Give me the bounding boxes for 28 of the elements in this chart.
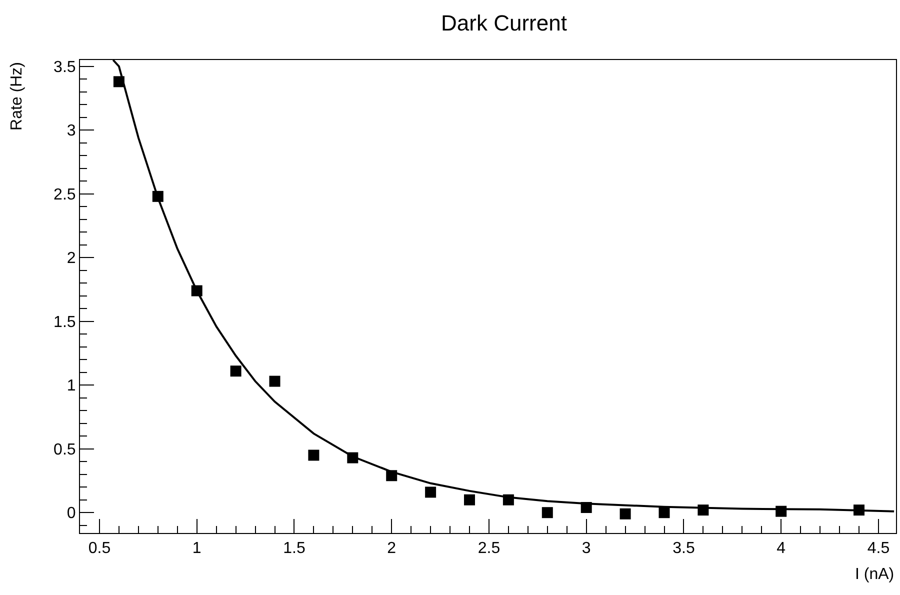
x-tick-label: 3 xyxy=(582,540,591,558)
y-tick-label: 3.5 xyxy=(54,58,76,76)
x-tick-label: 4 xyxy=(776,540,786,558)
x-tick-label: 0.5 xyxy=(88,540,111,558)
x-tick-label: 2.5 xyxy=(478,540,500,558)
point xyxy=(464,494,475,506)
y-tick-label: 3 xyxy=(66,122,76,140)
y-tick-label: 0.5 xyxy=(54,441,76,458)
point xyxy=(542,507,553,518)
point xyxy=(308,450,320,461)
y-tick-label: 2 xyxy=(66,250,76,268)
x-tick-label: 1.5 xyxy=(283,540,306,558)
point xyxy=(658,507,670,518)
point xyxy=(620,508,631,520)
x-tick-label: 1 xyxy=(192,540,202,558)
x-tick-label: 2 xyxy=(387,540,396,558)
x-tick-label: 4.5 xyxy=(867,540,890,558)
y-tick-label: 2.5 xyxy=(54,186,76,204)
y-axis-title: Rate (Hz) xyxy=(8,62,26,130)
x-axis-title: I (nA) xyxy=(855,566,894,583)
y-tick-label: 0 xyxy=(66,505,76,522)
point xyxy=(230,366,242,377)
x-tick-label: 3.5 xyxy=(672,540,695,558)
y-tick-label: 1 xyxy=(66,378,76,395)
chart-title: Dark Current xyxy=(441,10,567,36)
point xyxy=(425,486,436,498)
point xyxy=(269,376,280,387)
y-tick-label: 1.5 xyxy=(54,314,76,331)
